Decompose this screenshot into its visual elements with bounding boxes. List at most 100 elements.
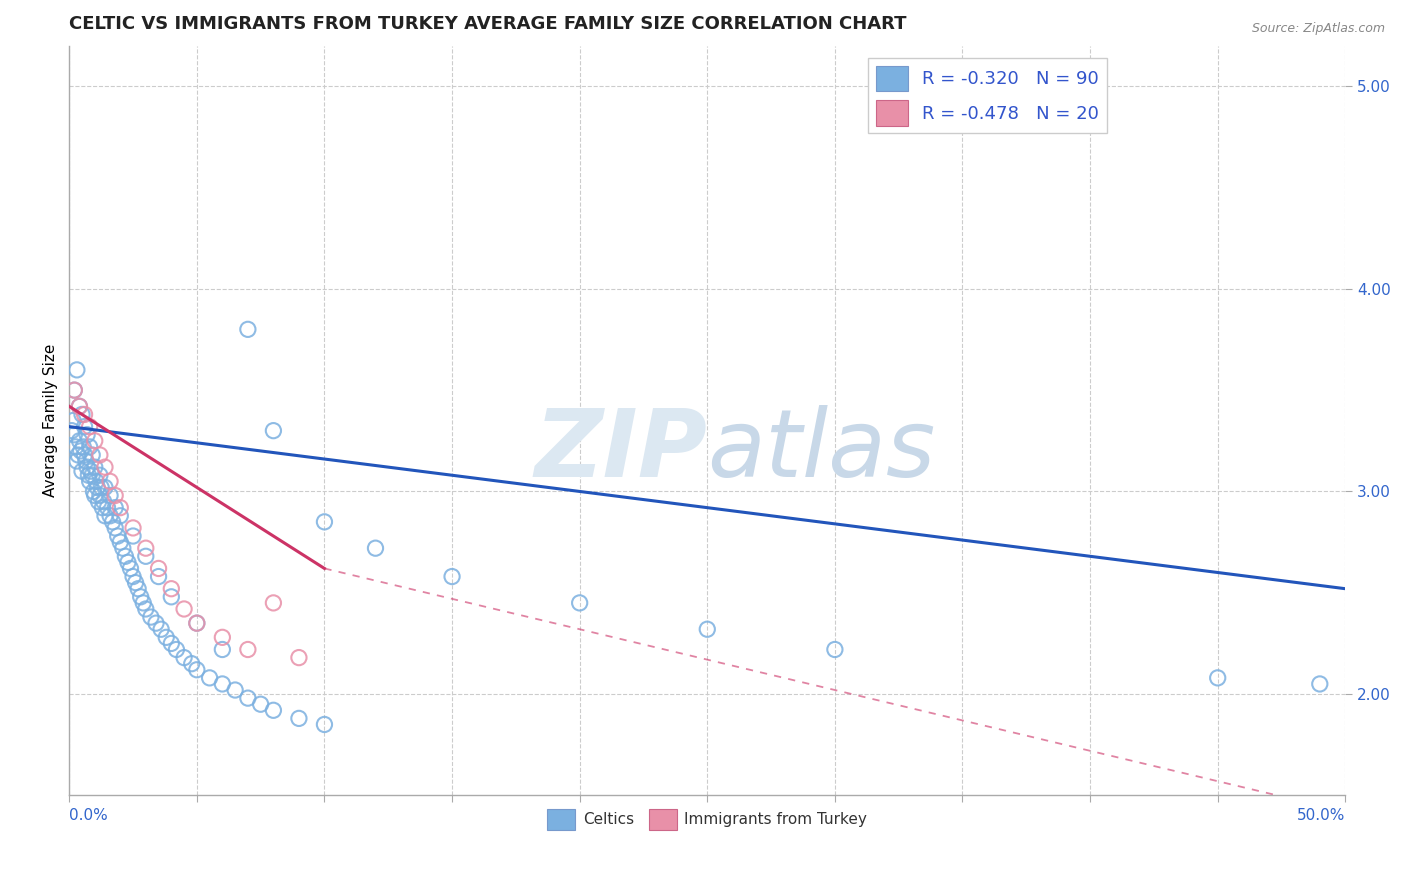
Point — [114, 549, 136, 564]
Point — [148, 569, 170, 583]
Point — [1206, 671, 1229, 685]
Point — [696, 622, 718, 636]
Point — [60, 424, 83, 438]
Point — [65, 440, 87, 454]
Point — [314, 717, 336, 731]
Point — [91, 500, 114, 515]
Point — [72, 440, 94, 454]
Point — [62, 413, 84, 427]
Point — [80, 464, 103, 478]
Point — [101, 515, 124, 529]
Point — [173, 650, 195, 665]
Point — [79, 419, 101, 434]
Text: 0.0%: 0.0% — [69, 807, 108, 822]
Point — [70, 464, 93, 478]
Text: 50.0%: 50.0% — [1296, 807, 1346, 822]
Point — [94, 460, 117, 475]
Point — [110, 535, 132, 549]
Point — [63, 383, 86, 397]
Point — [77, 468, 100, 483]
Point — [364, 541, 387, 556]
Point — [262, 703, 284, 717]
Point — [89, 488, 111, 502]
Point — [568, 596, 591, 610]
Point — [83, 460, 105, 475]
Point — [160, 590, 183, 604]
Point — [96, 500, 118, 515]
Point — [127, 582, 149, 596]
Point — [288, 650, 311, 665]
Point — [145, 616, 167, 631]
Point — [165, 642, 187, 657]
Point — [89, 448, 111, 462]
Point — [69, 400, 91, 414]
Point — [87, 494, 110, 508]
Point — [160, 582, 183, 596]
Point — [249, 697, 271, 711]
Point — [129, 590, 152, 604]
Point — [224, 683, 246, 698]
Point — [104, 488, 127, 502]
Point — [117, 555, 139, 569]
Point — [262, 424, 284, 438]
Point — [314, 515, 336, 529]
Point — [98, 488, 121, 502]
Point — [79, 475, 101, 489]
Point — [76, 460, 98, 475]
Point — [236, 322, 259, 336]
Point — [82, 468, 104, 483]
Point — [84, 475, 107, 489]
Point — [66, 454, 89, 468]
Point — [94, 508, 117, 523]
Point — [82, 484, 104, 499]
Point — [83, 434, 105, 448]
Point — [69, 444, 91, 458]
Point — [135, 549, 157, 564]
Point — [211, 642, 233, 657]
Point — [82, 448, 104, 462]
Point — [89, 468, 111, 483]
Point — [132, 596, 155, 610]
Point — [148, 561, 170, 575]
Point — [83, 488, 105, 502]
Point — [110, 500, 132, 515]
Point — [186, 616, 208, 631]
Point — [122, 521, 145, 535]
Text: Source: ZipAtlas.com: Source: ZipAtlas.com — [1251, 22, 1385, 36]
Point — [73, 448, 96, 462]
Point — [122, 569, 145, 583]
Point — [124, 575, 146, 590]
Point — [98, 508, 121, 523]
Point — [69, 400, 91, 414]
Text: atlas: atlas — [707, 405, 935, 496]
Point — [180, 657, 202, 671]
Point — [63, 383, 86, 397]
Point — [104, 500, 127, 515]
Point — [211, 631, 233, 645]
Point — [70, 408, 93, 422]
Point — [824, 642, 846, 657]
Point — [104, 521, 127, 535]
Point — [173, 602, 195, 616]
Point — [98, 475, 121, 489]
Point — [79, 440, 101, 454]
Point — [120, 561, 142, 575]
Point — [135, 541, 157, 556]
Point — [110, 508, 132, 523]
Point — [1309, 677, 1331, 691]
Point — [69, 434, 91, 448]
Point — [160, 636, 183, 650]
Point — [155, 631, 177, 645]
Point — [66, 363, 89, 377]
Point — [236, 691, 259, 706]
Point — [211, 677, 233, 691]
Point — [236, 642, 259, 657]
Legend: Celtics, Immigrants from Turkey: Celtics, Immigrants from Turkey — [541, 803, 873, 837]
Point — [67, 448, 90, 462]
Text: CELTIC VS IMMIGRANTS FROM TURKEY AVERAGE FAMILY SIZE CORRELATION CHART: CELTIC VS IMMIGRANTS FROM TURKEY AVERAGE… — [69, 15, 907, 33]
Point — [90, 480, 112, 494]
Point — [94, 480, 117, 494]
Point — [139, 610, 162, 624]
Point — [63, 427, 86, 442]
Point — [122, 529, 145, 543]
